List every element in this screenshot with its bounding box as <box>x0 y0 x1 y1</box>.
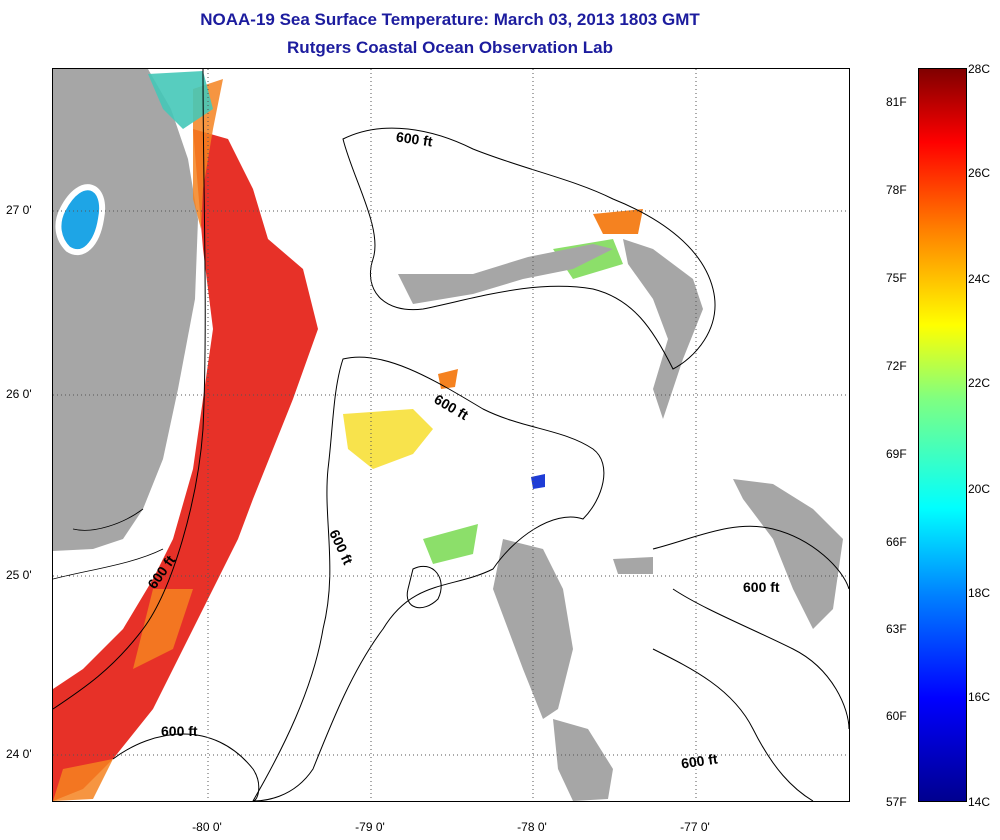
lake-okeechobee <box>55 184 106 256</box>
contour-label: 600 ft <box>743 579 780 595</box>
colorbar-fahrenheit-label: 57F <box>886 795 907 809</box>
florida-land <box>53 69 198 551</box>
andros-south-land <box>553 719 613 801</box>
colorbar-fahrenheit-label: 75F <box>886 271 907 285</box>
colorbar-celsius-label: 20C <box>968 482 991 496</box>
exuma-land <box>613 557 653 574</box>
colorbar-fahrenheit-label: 60F <box>886 709 907 723</box>
colorbar-fahrenheit-label: 63F <box>886 622 907 636</box>
colorbar-celsius-label: 24C <box>968 272 991 286</box>
colorbar-celsius-label: 26C <box>968 166 991 180</box>
lon-label: -77 0' <box>680 820 710 834</box>
colorbar-celsius-label: 18C <box>968 586 991 600</box>
temperature-colorbar <box>918 68 967 802</box>
lat-label: 24 0' <box>6 747 32 761</box>
lon-label: -78 0' <box>517 820 547 834</box>
map-subtitle: Rutgers Coastal Ocean Observation Lab <box>287 38 613 57</box>
colorbar-fahrenheit-label: 66F <box>886 535 907 549</box>
map-title: NOAA-19 Sea Surface Temperature: March 0… <box>200 10 700 29</box>
sst-orange-band <box>53 79 223 801</box>
lat-lon-grid <box>53 69 849 801</box>
contour-label: 600 ft <box>161 723 198 739</box>
isobath-north <box>342 127 716 370</box>
colorbar-fahrenheit-label: 81F <box>886 95 907 109</box>
lat-label: 27 0' <box>6 203 32 217</box>
isobath-southwest <box>112 733 260 801</box>
sst-gulf-stream <box>53 129 318 801</box>
lat-label: 26 0' <box>6 387 32 401</box>
sst-blue-dot <box>531 474 545 489</box>
colorbar-celsius-label: 14C <box>968 795 991 809</box>
isobath-east <box>652 525 849 801</box>
sst-map-graphic <box>53 69 849 801</box>
sst-orange-dot <box>438 209 643 389</box>
colorbar-fahrenheit-label: 69F <box>886 447 907 461</box>
sst-cool-patch-north <box>148 71 213 129</box>
colorbar-celsius-label: 22C <box>968 376 991 390</box>
isobath-loop <box>406 565 442 609</box>
eastern-land <box>733 479 843 629</box>
colorbar-fahrenheit-label: 78F <box>886 183 907 197</box>
colorbar-celsius-label: 28C <box>968 62 991 76</box>
abaco-land <box>623 239 703 419</box>
colorbar-celsius-label: 16C <box>968 690 991 704</box>
lon-label: -79 0' <box>355 820 385 834</box>
colorbar-fahrenheit-label: 72F <box>886 359 907 373</box>
isobath-florida <box>53 69 206 710</box>
lon-label: -80 0' <box>192 820 222 834</box>
grand-bahama-land <box>398 244 613 304</box>
sst-map: 600 ft 600 ft 600 ft 600 ft 600 ft 600 f… <box>52 68 850 802</box>
sst-yellow-patch <box>343 409 433 469</box>
lat-label: 25 0' <box>6 568 32 582</box>
